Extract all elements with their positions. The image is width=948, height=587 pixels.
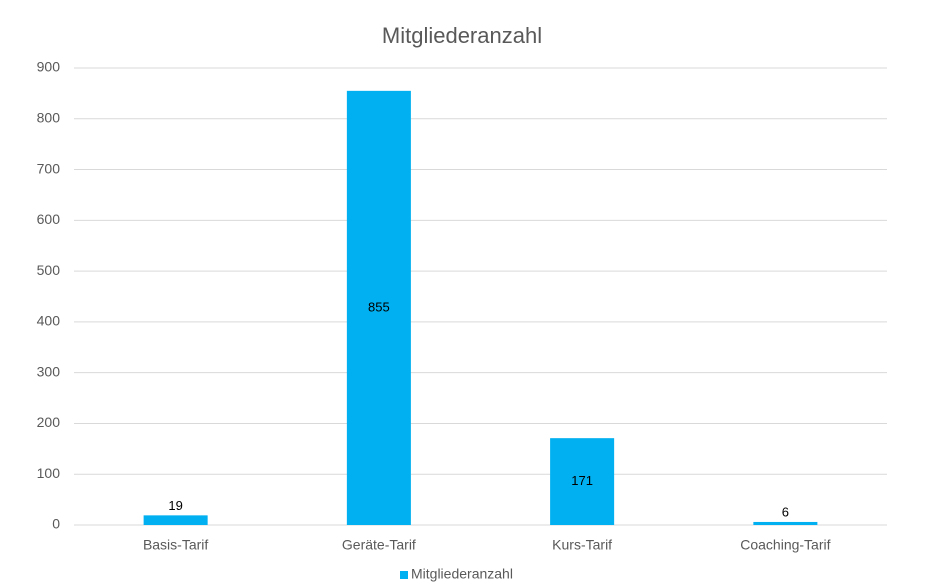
chart-title: Mitgliederanzahl (382, 23, 542, 48)
y-tick-label: 100 (37, 465, 61, 481)
bar (550, 438, 615, 525)
legend-label: Mitgliederanzahl (411, 566, 513, 582)
bar (753, 521, 818, 525)
data-label: 171 (571, 473, 593, 488)
y-tick-label: 600 (37, 211, 61, 227)
y-tick-label: 200 (37, 414, 61, 430)
x-tick-label: Kurs-Tarif (552, 537, 612, 553)
y-tick-label: 700 (37, 160, 61, 176)
y-tick-label: 900 (37, 59, 61, 75)
data-label: 19 (168, 498, 182, 513)
x-tick-label: Geräte-Tarif (342, 537, 416, 553)
y-tick-label: 500 (37, 262, 61, 278)
data-label: 855 (368, 299, 390, 314)
x-tick-label: Coaching-Tarif (740, 537, 830, 553)
y-tick-label: 300 (37, 363, 61, 379)
y-tick-label: 800 (37, 109, 61, 125)
legend-swatch (400, 571, 408, 579)
x-tick-label: Basis-Tarif (143, 537, 208, 553)
bar (143, 515, 208, 525)
y-tick-label: 0 (52, 516, 60, 532)
data-label: 6 (782, 504, 789, 519)
bar (346, 90, 411, 525)
y-tick-label: 400 (37, 313, 61, 329)
